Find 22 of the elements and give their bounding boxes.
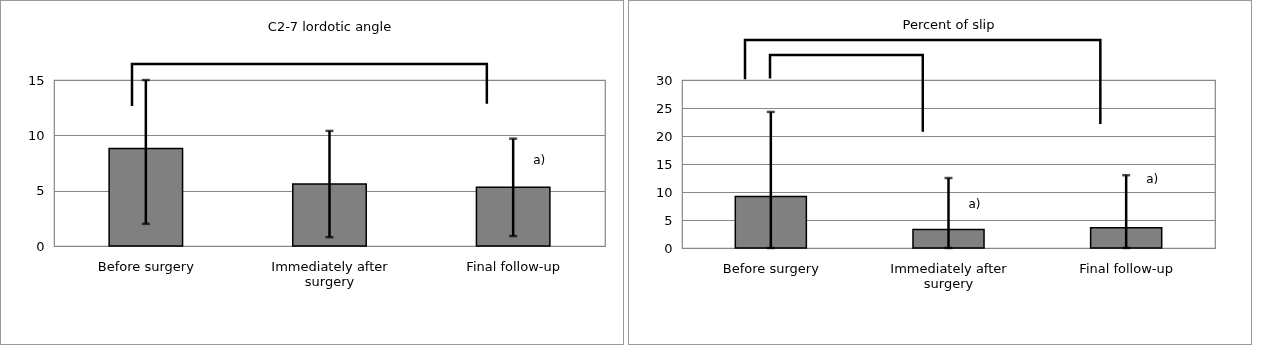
y-tick-label: 25 (655, 100, 673, 116)
chart-title: C2-7 lordotic angle (267, 19, 392, 34)
y-tick-label: 15 (27, 72, 45, 88)
y-tick-label: 10 (27, 127, 45, 143)
y-tick-label: 30 (655, 72, 673, 88)
annotation: a) (968, 197, 981, 212)
x-tick-label: Immediately after surgery (271, 258, 389, 289)
y-tick-label: 0 (36, 238, 45, 254)
x-tick-label: Before surgery (97, 258, 195, 274)
chart-title: Percent of slip (902, 17, 995, 32)
y-tick-label: 15 (655, 156, 673, 172)
x-tick-label: Before surgery (722, 260, 820, 276)
x-tick-label: Immediately after surgery (890, 260, 1008, 291)
annotation: a) (1146, 172, 1159, 187)
annotation: a) (533, 152, 546, 167)
y-tick-label: 10 (655, 184, 673, 200)
x-tick-label: Final follow-up (466, 258, 560, 274)
x-tick-label: Final follow-up (1079, 260, 1173, 276)
y-tick-label: 0 (664, 240, 673, 256)
y-tick-label: 20 (655, 128, 673, 144)
y-tick-label: 5 (36, 183, 45, 199)
y-tick-label: 5 (664, 212, 673, 228)
